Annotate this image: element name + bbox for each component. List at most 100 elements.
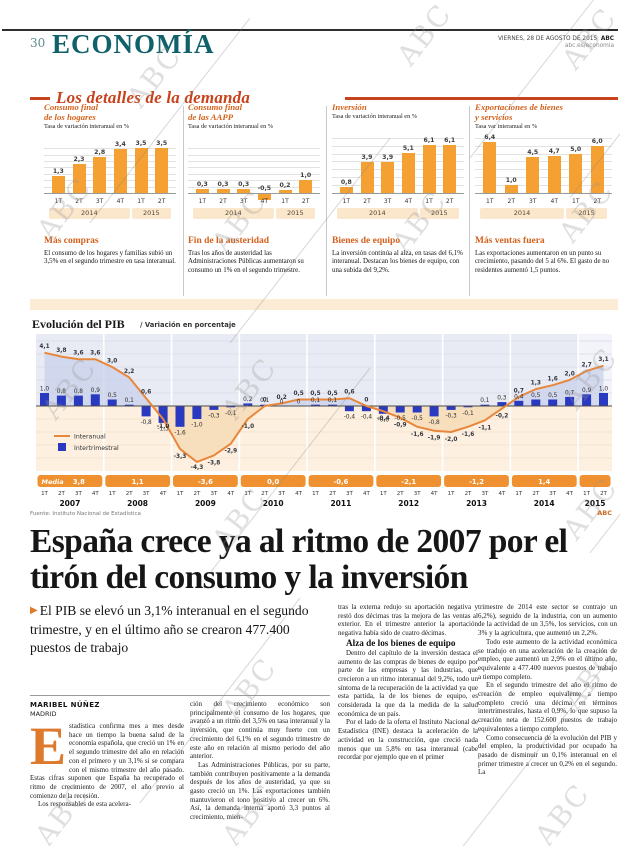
line-value-label: 0	[263, 398, 267, 404]
mini-chart-title: Exportaciones de bienes	[475, 102, 563, 112]
year-label: 2008	[127, 499, 148, 508]
bar-value-label: 6,1	[444, 136, 456, 144]
line-value-label: 3,1	[598, 357, 608, 363]
bar-value-label: 0,3	[497, 396, 507, 402]
bar-value-label: 0,2	[279, 182, 291, 190]
note-body: El consumo de los hogares y familias sub…	[44, 250, 176, 266]
bar-value-label: 0,1	[311, 398, 321, 404]
bar-value-label: 1,0	[40, 387, 50, 393]
bar	[446, 406, 456, 410]
line-value-label: 4,1	[39, 344, 49, 350]
standfirst: ▶ El PIB se elevó un 3,1% interanual en e…	[30, 602, 332, 658]
gridline	[332, 145, 464, 147]
mini-chart-title: Consumo final	[188, 102, 243, 112]
bar-value-label: 0,5	[531, 393, 541, 399]
bar	[339, 186, 353, 193]
bullet-arrow-icon: ▶	[30, 605, 38, 616]
x-tick-label: 2T	[507, 198, 515, 205]
quarter-tick: 3T	[143, 491, 150, 497]
note-body: Tras los años de austeridad las Administ…	[188, 250, 304, 274]
bar-value-label: 4,5	[527, 149, 539, 157]
paragraph: Dentro del capítulo de la inversión dest…	[338, 648, 478, 718]
year-band: 2014	[193, 208, 274, 219]
quarter-tick: 2T	[600, 491, 607, 497]
bar	[73, 395, 83, 406]
bar-value-label: 0,3	[238, 181, 250, 189]
bar	[504, 185, 518, 193]
mini-chart-title: Consumo final	[44, 102, 99, 112]
gridline	[332, 153, 464, 155]
gridline	[44, 148, 176, 150]
bar-value-label: 6,1	[423, 136, 435, 144]
mini-chart-subtitle: Tasa de variación interanual en %	[188, 123, 274, 130]
zero-axis	[188, 193, 320, 194]
abc-watermark: ABC	[528, 777, 597, 846]
x-tick-label: 4T	[260, 198, 269, 205]
legend-interanual: Interanual	[74, 434, 106, 441]
quarter-tick: 3T	[414, 491, 421, 497]
gridline	[332, 137, 464, 139]
x-tick-label: 2T	[593, 198, 601, 205]
site-url[interactable]: abc.es/economia	[564, 43, 614, 49]
mini-chart-consumo-aapp: Consumo final de las AAPP Tasa de variació…	[188, 100, 320, 224]
column-divider	[326, 106, 327, 296]
year-label: 2013	[466, 499, 487, 508]
media-value: 1,1	[132, 478, 144, 486]
gridline	[44, 186, 176, 188]
byline: MARIBEL NÚÑEZ	[30, 701, 100, 709]
x-tick-label: 1T	[572, 198, 580, 205]
article-column-4: trimestre de 2014 este sector se contraj…	[478, 603, 617, 777]
bar	[361, 406, 371, 412]
bar	[209, 406, 219, 410]
bar-value-label: 0	[280, 400, 284, 406]
quarter-tick: 1T	[515, 491, 522, 497]
gridline	[188, 186, 320, 188]
media-band-segment	[579, 475, 611, 487]
note-head: Bienes de equipo	[332, 236, 401, 246]
x-tick-label: 3T	[95, 198, 104, 205]
byline-rule	[30, 695, 330, 696]
x-tick-label: 2T	[75, 198, 83, 205]
quarter-tick: 2T	[193, 491, 200, 497]
bar	[360, 162, 374, 193]
bar	[107, 399, 117, 406]
line-value-label: 1,6	[548, 377, 558, 383]
column-subhead: Alza de los bienes de equipo	[346, 637, 456, 648]
bar-value-label: 1,0	[505, 177, 517, 185]
bar	[216, 189, 230, 193]
bar	[158, 406, 168, 423]
line-value-label: -0,4	[377, 416, 390, 422]
quarter-tick: 1T	[448, 491, 455, 497]
line-value-label: -2,0	[445, 437, 458, 443]
bar	[412, 406, 422, 413]
line-value-label: 0,6	[344, 390, 354, 396]
media-band-segment	[444, 475, 509, 487]
bar	[531, 399, 541, 406]
mini-chart-title: y servicios	[475, 112, 513, 122]
chart-brand: ABC	[597, 509, 612, 517]
gridline	[475, 185, 612, 187]
media-value: -0,6	[333, 478, 348, 486]
note-mas-ventas: Más ventas fuera Las exportaciones aumen…	[475, 236, 612, 275]
line-value-label: 3,6	[90, 351, 100, 357]
quarter-tick: 2T	[329, 491, 336, 497]
bar-value-label: 1,3	[52, 168, 64, 176]
bar-value-label: 0,8	[57, 389, 67, 395]
bar-value-label: -0,1	[462, 411, 474, 417]
line-value-label: 2,0	[564, 372, 574, 378]
article-column-3: tras la externa redujo su aportación neg…	[338, 603, 478, 762]
bar	[56, 395, 66, 406]
note-body: La inversión continúa al alza, en tasas …	[332, 250, 463, 274]
drop-cap: E	[30, 716, 67, 776]
quarter-tick: 3T	[75, 491, 82, 497]
bar-value-label: 0,1	[480, 398, 490, 404]
quarter-tick: 1T	[109, 491, 116, 497]
bar	[311, 404, 320, 406]
bar	[483, 142, 497, 193]
paragraph-text: stadística confirma mes a mes desde hace…	[30, 722, 184, 800]
bar-value-label: 3,5	[156, 140, 168, 148]
quarter-tick: 1T	[41, 491, 48, 497]
year-label: 2015	[585, 499, 606, 508]
zero-axis	[44, 193, 176, 194]
quarter-tick: 4T	[92, 491, 99, 497]
